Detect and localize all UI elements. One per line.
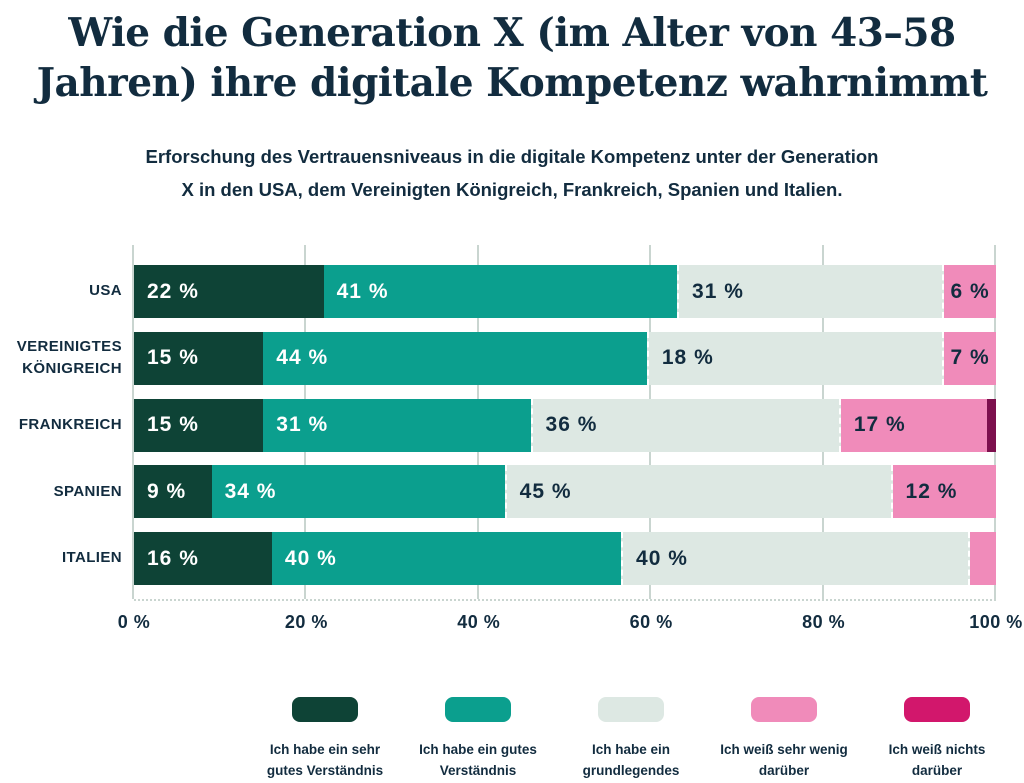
bar-row: 16 % 40 % 40 %	[134, 532, 996, 585]
segment-value-label: 9 %	[147, 479, 187, 503]
bar-row: 15 % 31 % 36 % 17 %	[134, 398, 996, 452]
bar-segment: 16 %	[134, 532, 272, 585]
x-axis-ticks: 0 % 20 % 40 % 60 % 80 % 100 %	[118, 612, 1023, 640]
segment-value-label: 31 %	[276, 413, 329, 436]
segment-value-label: 45 %	[519, 479, 572, 503]
bar-segment	[987, 398, 996, 452]
plot-area: 22 % 41 % 31 % 6 % 15 % 44 % 18 % 7 % 15 % 31 % 36…	[132, 245, 996, 601]
bar-row: 22 % 41 % 31 % 6 %	[134, 265, 996, 318]
bar-segment: 41 %	[323, 265, 678, 318]
bar-segment	[970, 532, 996, 585]
legend-swatch	[598, 697, 664, 722]
bar-segment: 22 %	[134, 265, 324, 318]
row-label: VEREINIGTES KÖNIGREICH	[16, 337, 122, 378]
row-label: ITALIEN	[61, 549, 122, 567]
legend-item: Ich habe ein gutes Verständnis	[403, 697, 553, 783]
bar-segment: 18 %	[646, 331, 945, 385]
chart-legend: Ich habe ein sehr gutes Verständnis Ich h…	[250, 697, 1012, 783]
bar-segment: 15 %	[134, 331, 264, 385]
segment-value-label: 16 %	[147, 546, 199, 570]
bar-segment: 34 %	[211, 465, 505, 519]
segment-value-label: 18 %	[661, 346, 714, 370]
segment-value-label: 15 %	[147, 413, 199, 436]
stacked-bar-chart: 22 % 41 % 31 % 6 % 15 % 44 % 18 % 7 % 15 % 31 % 36…	[0, 245, 1024, 601]
segment-value-label: 22 %	[147, 279, 199, 303]
legend-item: Ich weiß sehr wenig darüber	[709, 697, 859, 783]
segment-value-label: 36 %	[545, 413, 598, 436]
bar-row: 9 % 34 % 45 % 12 %	[134, 465, 996, 519]
bar-segment: 6 %	[944, 265, 996, 318]
segment-value-label: 15 %	[147, 346, 199, 370]
segment-value-label: 6 %	[950, 279, 990, 303]
grid-line	[132, 245, 134, 599]
segment-value-label: 40 %	[284, 546, 337, 570]
axis-tick-label: 0 %	[117, 612, 151, 632]
segment-value-label: 44 %	[276, 346, 329, 370]
segment-value-label: 17 %	[853, 413, 906, 436]
bar-row: 15 % 44 % 18 % 7 %	[134, 331, 996, 385]
legend-item: Ich habe ein sehr gutes Verständnis	[250, 697, 400, 783]
segment-value-label: 34 %	[224, 479, 277, 503]
bar-segment: 36 %	[530, 398, 841, 452]
axis-tick-label: 40 %	[457, 612, 501, 632]
chart-subtitle: Erforschung des Vertrauensniveaus in die…	[0, 140, 1024, 206]
segment-value-label: 12 %	[905, 479, 958, 503]
bar-segment: 12 %	[892, 465, 996, 519]
bar-segment: 44 %	[263, 331, 647, 385]
legend-item: Ich habe ein grundlegendes Verständnis	[556, 697, 706, 783]
row-label: USA	[89, 282, 122, 300]
legend-swatch	[904, 697, 970, 722]
legend-swatch	[751, 697, 817, 722]
segment-value-label: 31 %	[692, 279, 744, 303]
axis-tick-label: 80 %	[802, 612, 846, 632]
segment-value-label: 40 %	[636, 546, 688, 570]
bar-segment: 45 %	[504, 465, 893, 519]
axis-tick-label: 20 %	[284, 612, 328, 632]
row-label: SPANIEN	[53, 482, 122, 500]
legend-label: Ich habe ein grundlegendes Verständnis	[582, 742, 680, 778]
bar-segment: 17 %	[840, 398, 988, 452]
legend-swatch	[445, 697, 511, 722]
legend-label: Ich weiß sehr wenig darüber	[720, 742, 848, 778]
chart-subtitle-line2: X in den USA, dem Vereinigten Königreich…	[181, 179, 843, 200]
legend-item: Ich weiß nichts darüber	[862, 697, 1012, 783]
bar-segment: 15 %	[134, 398, 264, 452]
row-label: FRANKREICH	[18, 415, 122, 433]
axis-tick-label: 60 %	[629, 612, 673, 632]
bar-segment: 31 %	[263, 398, 531, 452]
legend-swatch	[292, 697, 358, 722]
bar-segment: 7 %	[944, 331, 996, 385]
segment-value-label: 41 %	[336, 279, 389, 303]
segment-value-label: 7 %	[950, 346, 990, 370]
bar-segment: 40 %	[271, 532, 622, 585]
legend-label: Ich habe ein gutes Verständnis	[419, 742, 537, 778]
axis-tick-label: 100 %	[969, 612, 1023, 632]
bar-segment: 31 %	[677, 265, 945, 318]
chart-title-line1: Wie die Generation X (im Alter von 43–58	[68, 10, 956, 56]
chart-title-line2: Jahren) ihre digitale Kompetenz wahrnimm…	[36, 60, 988, 106]
bar-segment: 9 %	[134, 465, 212, 519]
legend-label: Ich habe ein sehr gutes Verständnis	[266, 742, 384, 778]
bar-segment: 40 %	[621, 532, 971, 585]
chart-title: Wie die Generation X (im Alter von 43–58…	[0, 8, 1024, 108]
legend-label: Ich weiß nichts darüber	[888, 742, 986, 778]
chart-subtitle-line1: Erforschung des Vertrauensniveaus in die…	[145, 146, 879, 167]
